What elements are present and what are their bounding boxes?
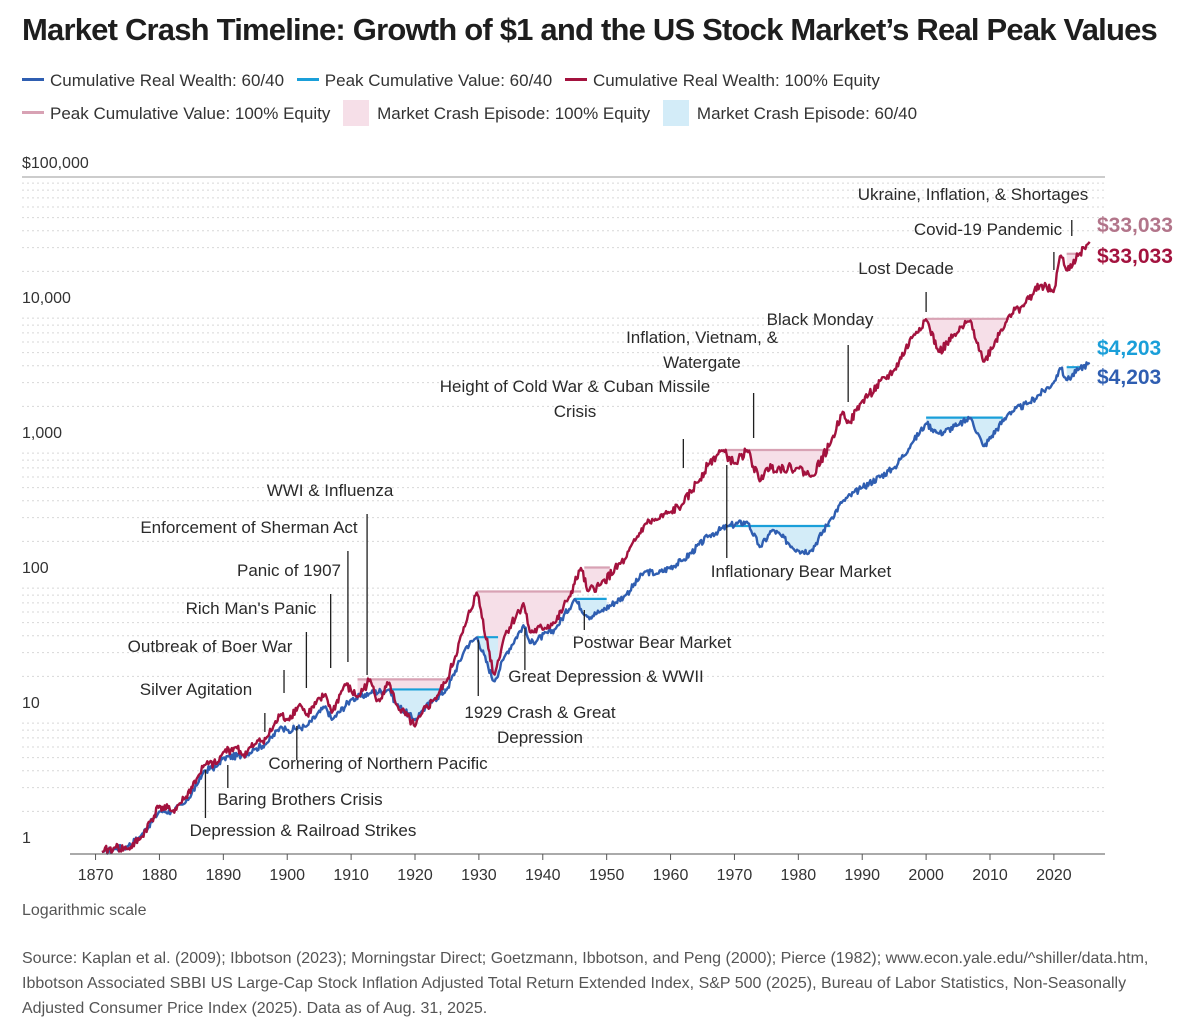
- annotation-label: 1929 Crash & Great: [464, 703, 615, 722]
- source-note: Source: Kaplan et al. (2009); Ibbotson (…: [22, 950, 1149, 1017]
- legend-label-equity-peak: Peak Cumulative Value: 100% Equity: [50, 104, 331, 123]
- legend-swatch-equity-wealth: [564, 78, 587, 82]
- y-tick-label: $100,000: [22, 155, 89, 172]
- crash-episode-6040-area: [389, 689, 447, 720]
- crash-episode-6040-area: [926, 417, 1003, 447]
- line-chart: Ukraine, Inflation, & Shortages Covid-19 …: [22, 155, 1173, 880]
- series-lines: [101, 241, 1091, 855]
- annotation-label: Enforcement of Sherman Act: [140, 518, 358, 537]
- scale-note: Logarithmic scale: [22, 902, 147, 919]
- annotation-label: Baring Brothers Crisis: [217, 790, 382, 809]
- legend-swatch-equity-peak: [22, 111, 44, 115]
- legend-item-equity-episode: Market Crash Episode: 100% Equity: [343, 99, 651, 126]
- annotation-label: Watergate: [663, 353, 741, 372]
- annotation-label: Postwar Bear Market: [573, 633, 732, 652]
- annotation-label: Lost Decade: [858, 259, 953, 278]
- legend-swatch-6040-peak: [296, 78, 319, 82]
- x-tick-label: 1890: [206, 867, 242, 880]
- annotation-label: Great Depression & WWII: [508, 667, 704, 686]
- crash-episodes: [357, 252, 1086, 726]
- legend-item-6040-episode: Market Crash Episode: 60/40: [662, 99, 918, 126]
- end-value-label: $33,033: [1097, 214, 1173, 237]
- y-tick-label: 1: [22, 830, 31, 847]
- x-tick-label: 1960: [653, 867, 689, 880]
- y-tick-label: 10: [22, 695, 40, 712]
- legend-label-6040-wealth: Cumulative Real Wealth: 60/40: [50, 71, 285, 90]
- annotation-label: Panic of 1907: [237, 561, 341, 580]
- legend-swatch-6040-wealth: [22, 78, 44, 82]
- x-tick-label: 1930: [461, 867, 497, 880]
- grid-lines: [22, 176, 1105, 812]
- x-axis: 1870 1880 1890 1900 1910 1920 1930 1940 1950 1960…: [70, 853, 1105, 880]
- x-tick-label: 1940: [525, 867, 561, 880]
- annotation-label: Cornering of Northern Pacific: [268, 754, 488, 773]
- y-tick-label: 1,000: [22, 425, 62, 442]
- legend-label-equity-episode: Market Crash Episode: 100% Equity: [377, 104, 651, 123]
- x-tick-label: 1880: [142, 867, 178, 880]
- annotation-label: Height of Cold War & Cuban Missile: [440, 377, 711, 396]
- x-tick-label: 2020: [1036, 867, 1072, 880]
- annotations: Ukraine, Inflation, & Shortages Covid-19 …: [128, 185, 1089, 840]
- series-line-equity: [101, 241, 1091, 855]
- crash-episode-6040-area: [728, 526, 831, 551]
- annotation-label: Inflation, Vietnam, &: [626, 328, 778, 347]
- annotation-label: Covid-19 Pandemic: [914, 220, 1063, 239]
- end-value-label: $4,203: [1097, 337, 1161, 360]
- annotation-label: WWI & Influenza: [267, 481, 394, 500]
- x-tick-label: 2010: [972, 867, 1008, 880]
- annotation-label: Rich Man's Panic: [186, 599, 317, 618]
- legend-label-6040-episode: Market Crash Episode: 60/40: [696, 104, 918, 123]
- x-tick-label: 2000: [908, 867, 944, 880]
- annotation-label: Inflationary Bear Market: [711, 562, 892, 581]
- annotation-label: Crisis: [554, 402, 597, 421]
- series-line-6040: [101, 361, 1091, 855]
- end-value-label: $4,203: [1097, 366, 1161, 389]
- x-tick-label: 1950: [589, 867, 625, 880]
- x-tick-label: 1900: [269, 867, 305, 880]
- y-tick-label: 10,000: [22, 290, 71, 307]
- legend-item-6040-wealth: Cumulative Real Wealth: 60/40: [22, 71, 284, 90]
- end-value-label: $33,033: [1097, 245, 1173, 268]
- x-tick-label: 1980: [781, 867, 817, 880]
- legend-swatch-6040-episode: [662, 99, 689, 126]
- legend-label-equity-wealth: Cumulative Real Wealth: 100% Equity: [592, 71, 880, 90]
- annotation-label: Black Monday: [767, 310, 874, 329]
- x-tick-label: 1910: [333, 867, 369, 880]
- x-tick-label: 1920: [397, 867, 433, 880]
- legend-swatch-equity-episode: [343, 99, 370, 126]
- crash-episode-equity-area: [721, 450, 831, 482]
- x-tick-label: 1970: [717, 867, 753, 880]
- annotation-label: Depression: [497, 728, 583, 747]
- annotation-label: Ukraine, Inflation, & Shortages: [858, 185, 1089, 204]
- x-tick-label: 1990: [844, 867, 880, 880]
- legend-item-6040-peak: Peak Cumulative Value: 60/40: [296, 71, 553, 90]
- chart-title: Market Crash Timeline: Growth of $1 and …: [22, 12, 1158, 47]
- annotation-label: Silver Agitation: [140, 680, 252, 699]
- legend: Cumulative Real Wealth: 60/40 Peak Cumul…: [22, 64, 1172, 130]
- crash-episode-equity-area: [477, 591, 582, 673]
- end-value-labels: $33,033 $33,033 $4,203 $4,203: [1097, 214, 1173, 389]
- legend-label-6040-peak: Peak Cumulative Value: 60/40: [324, 71, 553, 90]
- crash-episode-6040-area: [1066, 367, 1086, 381]
- y-tick-label: 100: [22, 560, 49, 577]
- legend-item-equity-wealth: Cumulative Real Wealth: 100% Equity: [564, 71, 880, 90]
- legend-item-equity-peak: Peak Cumulative Value: 100% Equity: [22, 104, 330, 123]
- x-tick-label: 1870: [78, 867, 114, 880]
- y-axis: 1 10 100 1,000 10,000 $100,000: [22, 155, 89, 847]
- annotation-label: Depression & Railroad Strikes: [190, 821, 417, 840]
- annotation-label: Outbreak of Boer War: [128, 637, 293, 656]
